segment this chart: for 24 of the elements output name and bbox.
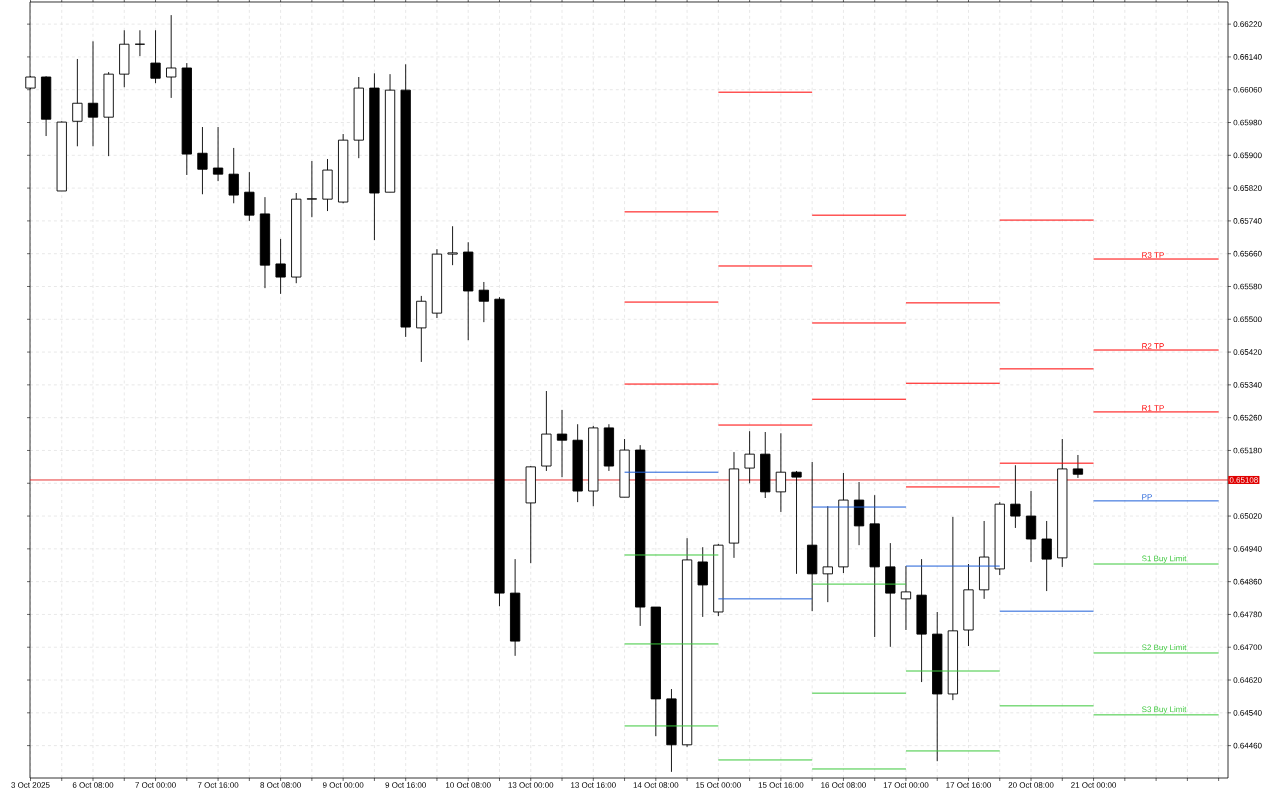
candlestick (1025, 490, 1037, 563)
candlestick (306, 160, 318, 218)
candlestick (775, 432, 787, 513)
candlestick (134, 29, 146, 57)
candlestick (1072, 454, 1084, 479)
candlestick (822, 505, 833, 603)
candlestick (1041, 520, 1052, 592)
candlestick (166, 14, 177, 99)
candlestick (275, 238, 286, 295)
candlestick (228, 147, 239, 204)
candlestick (744, 430, 755, 484)
candlestick (244, 171, 255, 222)
candlestick (212, 126, 224, 182)
candlestick (697, 546, 708, 618)
candlestick (197, 126, 208, 195)
candlestick (791, 470, 802, 575)
candlestick (150, 29, 161, 84)
candlestick (87, 40, 99, 147)
candlestick (1010, 464, 1021, 529)
candlestick (478, 281, 489, 323)
candlestick (447, 225, 458, 266)
candlestick (556, 409, 568, 478)
candlestick (900, 565, 912, 631)
candlestick (72, 58, 83, 147)
